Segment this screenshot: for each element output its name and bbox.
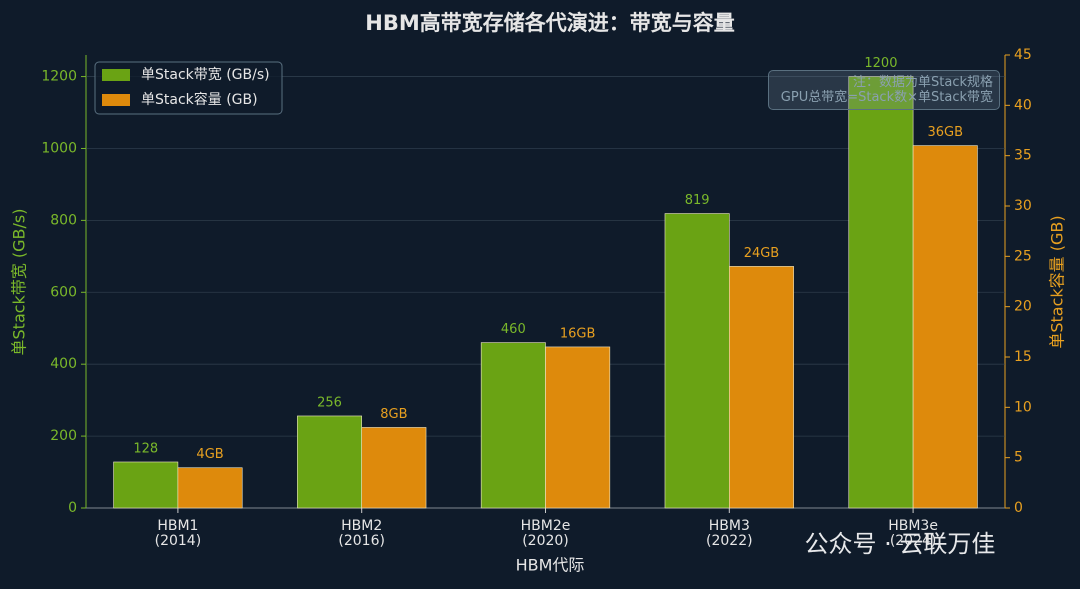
value-label: 819 xyxy=(685,193,710,208)
bar xyxy=(177,467,243,509)
legend-label: 单Stack带宽 (GB/s) xyxy=(141,66,270,83)
value-label: 1200 xyxy=(864,56,897,71)
value-label: 24GB xyxy=(744,246,780,261)
bar xyxy=(664,213,730,509)
bar xyxy=(361,427,427,509)
bar xyxy=(113,461,179,509)
legend-swatch xyxy=(102,69,130,81)
bar xyxy=(912,145,978,509)
y2-tick-label: 10 xyxy=(1014,399,1032,415)
y-tick-label: 400 xyxy=(50,356,77,372)
y-tick-label: 800 xyxy=(50,212,77,228)
y-tick-label: 1200 xyxy=(41,69,77,85)
y2-tick-label: 25 xyxy=(1014,248,1032,264)
bar xyxy=(545,346,611,509)
value-label: 460 xyxy=(501,322,526,337)
y2-tick-label: 0 xyxy=(1014,500,1023,516)
x-tick-label: HBM3e (2024) xyxy=(888,518,938,549)
y2-tick-label: 15 xyxy=(1014,349,1032,365)
y-tick-label: 600 xyxy=(50,284,77,300)
value-label: 256 xyxy=(317,395,342,410)
value-label: 36GB xyxy=(927,125,963,140)
bar xyxy=(480,342,546,509)
value-label: 128 xyxy=(133,441,158,456)
value-label: 16GB xyxy=(560,326,596,341)
x-tick-label: HBM2 (2016) xyxy=(338,518,385,549)
x-tick-label: HBM1 (2014) xyxy=(154,518,202,549)
value-label: 8GB xyxy=(380,407,407,422)
y2-tick-label: 20 xyxy=(1014,299,1032,315)
bar xyxy=(297,415,362,509)
x-tick-label: HBM2e (2020) xyxy=(520,518,571,549)
y-axis-label: 单Stack带宽 (GB/s) xyxy=(10,209,29,356)
bar xyxy=(848,76,914,509)
y-tick-label: 0 xyxy=(68,500,77,516)
bar xyxy=(728,266,794,509)
x-tick-label: HBM3 (2022) xyxy=(706,518,753,549)
legend-swatch xyxy=(102,94,130,106)
x-axis-label: HBM代际 xyxy=(516,556,585,575)
value-label: 4GB xyxy=(196,447,223,462)
legend-label: 单Stack容量 (GB) xyxy=(141,91,258,108)
legend-box xyxy=(94,61,283,115)
y2-tick-label: 35 xyxy=(1014,148,1032,164)
y2-tick-label: 5 xyxy=(1014,450,1023,466)
y-tick-label: 200 xyxy=(50,428,77,444)
y2-axis-label: 单Stack容量 (GB) xyxy=(1048,215,1067,348)
watermark: 公众号 · 云联万佳 xyxy=(805,530,996,558)
y2-tick-label: 45 xyxy=(1014,47,1032,63)
y-tick-label: 1000 xyxy=(41,140,77,156)
annotation: 注：数据为单Stack规格 GPU总带宽=Stack数×单Stack带宽 xyxy=(768,70,1000,110)
y2-tick-label: 30 xyxy=(1014,198,1032,214)
y2-tick-label: 40 xyxy=(1014,97,1032,113)
chart-title: HBM高带宽存储各代演进：带宽与容量 xyxy=(365,11,734,35)
